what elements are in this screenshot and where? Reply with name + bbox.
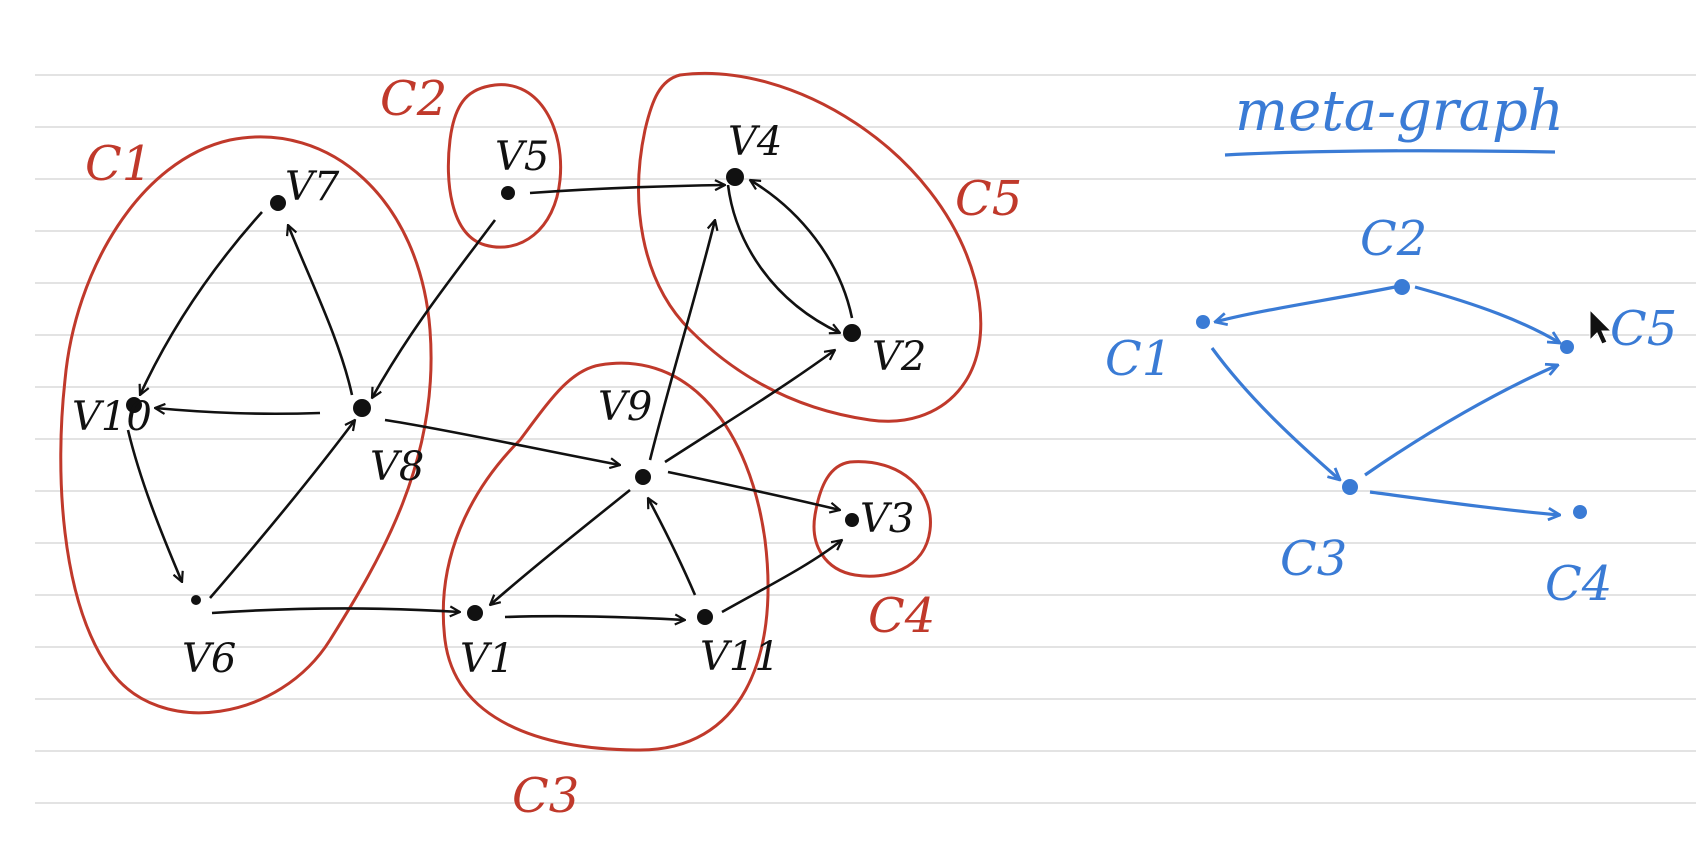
graph-vertex-labels: V7 V5 V4 V2 V10 V8 V9 V3 V6 V1 V11 <box>72 119 926 682</box>
edge-v8-v9 <box>384 418 620 465</box>
vertex-v11-label: V11 <box>700 634 780 680</box>
vertex-v10-dot <box>126 397 142 413</box>
vertex-v11-dot <box>697 609 713 625</box>
meta-node-c2-dot <box>1394 279 1410 295</box>
component-c2-outline <box>446 83 563 249</box>
meta-node-c5-dot <box>1560 340 1574 354</box>
vertex-v4-dot <box>726 168 744 186</box>
vertex-v8-label: V8 <box>370 444 424 490</box>
graph-vertices <box>126 168 861 625</box>
edge-v2-v4 <box>750 180 854 319</box>
meta-edge-c1-c3 <box>1210 347 1340 480</box>
vertex-v8-dot <box>353 399 371 417</box>
vertex-v1-dot <box>467 605 483 621</box>
vertex-v5-label: V5 <box>495 134 549 180</box>
edge-v1-v11 <box>504 616 685 620</box>
vertex-v9-label: V9 <box>598 384 652 430</box>
edge-v5-v4 <box>529 185 725 195</box>
component-c3-label: C3 <box>512 768 579 824</box>
edge-v6-v8 <box>209 420 355 599</box>
edge-v8-v10 <box>155 408 321 416</box>
meta-node-c2-label: C2 <box>1360 211 1427 267</box>
component-c5-outline <box>637 72 983 423</box>
edge-v4-v2 <box>726 184 840 333</box>
vertex-v9-dot <box>635 469 651 485</box>
component-c2-label: C2 <box>380 71 447 127</box>
vertex-v2-label: V2 <box>872 334 926 380</box>
vertex-v5-dot <box>501 186 515 200</box>
meta-edge-c3-c4 <box>1369 490 1560 515</box>
graph-edges <box>126 180 854 620</box>
edge-v5-v8 <box>372 219 497 398</box>
component-c4-outline <box>812 460 932 578</box>
edge-v11-v3 <box>721 540 842 614</box>
edge-v6-v1 <box>211 608 460 613</box>
component-c4-label: C4 <box>868 588 935 644</box>
edge-v7-v10 <box>140 211 263 395</box>
vertex-v4-label: V4 <box>728 119 782 165</box>
vertex-v7-label: V7 <box>285 164 340 210</box>
vertex-v2-dot <box>843 324 861 342</box>
edge-v8-v7 <box>288 225 354 396</box>
meta-edge-c2-c1 <box>1215 285 1396 322</box>
vertex-v3-dot <box>845 513 859 527</box>
component-c5-label: C5 <box>955 171 1022 227</box>
ruled-lines <box>35 74 1696 804</box>
edge-v9-v4 <box>648 220 715 461</box>
meta-graph: meta-graph C2 C1 C5 C3 C4 <box>1105 79 1677 612</box>
meta-graph-title-underline <box>1224 149 1556 157</box>
meta-node-c5-label: C5 <box>1610 301 1677 357</box>
vertex-v6-dot <box>191 595 201 605</box>
vertex-v1-label: V1 <box>460 636 514 682</box>
vertex-v6-label: V6 <box>182 636 236 682</box>
meta-node-c3-dot <box>1342 479 1358 495</box>
meta-graph-title: meta-graph <box>1235 79 1564 144</box>
vertex-v10-label: V10 <box>72 394 152 440</box>
meta-edge-c3-c5 <box>1364 365 1558 477</box>
edge-v9-v1 <box>490 488 631 605</box>
pointer-icon <box>1589 308 1613 345</box>
component-c3-outline <box>441 361 770 752</box>
component-c1-outline <box>59 135 433 715</box>
vertex-v7-dot <box>270 195 286 211</box>
component-outlines <box>59 72 983 752</box>
edge-v9-v2 <box>664 350 835 464</box>
edge-v10-v6 <box>126 429 182 582</box>
vertex-v3-label: V3 <box>860 496 914 542</box>
meta-node-c1-dot <box>1196 315 1210 329</box>
component-labels: C1 C2 C5 C4 C3 <box>85 71 1022 824</box>
meta-node-c4-dot <box>1573 505 1587 519</box>
meta-edge-c2-c5 <box>1414 285 1560 343</box>
edge-v9-v3 <box>667 470 840 510</box>
meta-node-c3-label: C3 <box>1280 531 1347 587</box>
edge-v11-v9 <box>648 498 697 596</box>
meta-node-c4-label: C4 <box>1545 556 1612 612</box>
component-c1-label: C1 <box>85 136 152 192</box>
meta-node-c1-label: C1 <box>1105 331 1172 387</box>
